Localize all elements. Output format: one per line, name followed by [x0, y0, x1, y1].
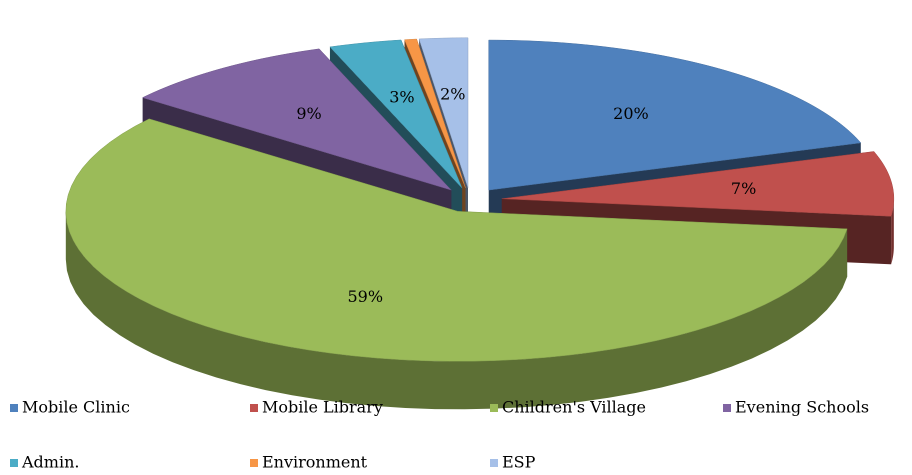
legend-label: Mobile Clinic — [22, 398, 130, 417]
legend-label: Mobile Library — [262, 398, 383, 417]
legend-swatch — [250, 404, 258, 412]
legend-label: Environment — [262, 453, 368, 472]
slice-side — [65, 211, 848, 410]
data-label: 3% — [389, 88, 414, 107]
data-label: 9% — [296, 104, 321, 123]
data-label: 20% — [613, 104, 649, 123]
legend-swatch — [10, 404, 18, 412]
legend-swatch — [490, 404, 498, 412]
legend-label: Admin. — [21, 453, 79, 472]
legend-swatch — [723, 404, 731, 412]
data-label: 2% — [440, 84, 465, 103]
slice — [404, 38, 466, 188]
legend-swatch — [10, 459, 18, 467]
slice — [141, 48, 453, 191]
legend-label: ESP — [502, 453, 536, 472]
slice — [329, 39, 463, 189]
legend-swatch — [490, 459, 498, 467]
data-label: 59% — [347, 287, 383, 306]
slice-side — [891, 198, 894, 265]
data-label: 7% — [731, 179, 756, 198]
slice — [65, 118, 848, 362]
slice — [501, 151, 895, 217]
slice — [488, 39, 862, 191]
slice — [418, 37, 469, 188]
legend-label: Children's Village — [502, 398, 646, 417]
legend-label: Evening Schools — [735, 398, 869, 417]
legend-swatch — [250, 459, 258, 467]
